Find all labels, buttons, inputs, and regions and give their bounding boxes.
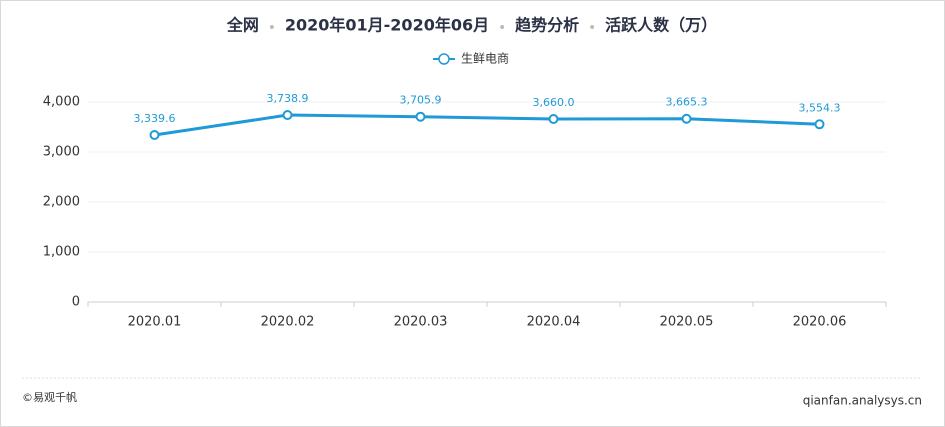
point: [814, 119, 825, 130]
series-line: [154, 113, 820, 137]
legend-label: 生鲜电商: [461, 51, 509, 66]
title-part: 全网: [226, 16, 259, 35]
title-separator: [590, 25, 595, 29]
title-part: 2020年01月-2020年06月: [285, 16, 489, 35]
x-tick-label: 2020.04: [527, 315, 581, 330]
point: [681, 113, 692, 124]
y-tick-label: 4,000: [43, 95, 80, 110]
point: [548, 114, 559, 124]
x-tick-label: 2020.03: [394, 315, 448, 330]
y-tick-label: 0: [72, 295, 80, 310]
footer-left: ©易观千帆: [22, 390, 77, 404]
footer-right: qianfan.analysys.cn: [803, 394, 922, 408]
legend-marker: [438, 53, 450, 65]
x-tick-label: 2020.06: [793, 315, 847, 330]
point: [149, 130, 160, 141]
value-label: 3,665.3: [666, 96, 708, 109]
value-label: 3,705.9: [400, 94, 442, 107]
y-tick-label: 2,000: [43, 195, 80, 210]
y-tick-label: 1,000: [43, 245, 80, 260]
value-label: 3,738.9: [267, 92, 309, 105]
title-separator: [500, 25, 505, 29]
point: [282, 110, 293, 121]
x-tick-label: 2020.05: [660, 315, 714, 330]
value-label: 3,339.6: [134, 112, 176, 125]
y-tick-label: 3,000: [43, 145, 80, 160]
x-tick-label: 2020.02: [261, 315, 315, 330]
title-separator: [269, 25, 274, 29]
x-tick-label: 2020.01: [128, 315, 182, 330]
value-label: 3,660.0: [533, 96, 575, 109]
point: [415, 111, 426, 122]
title-part: 活跃人数（万）: [605, 16, 717, 35]
value-label: 3,554.3: [799, 101, 841, 114]
title-part: 趋势分析: [515, 16, 579, 35]
